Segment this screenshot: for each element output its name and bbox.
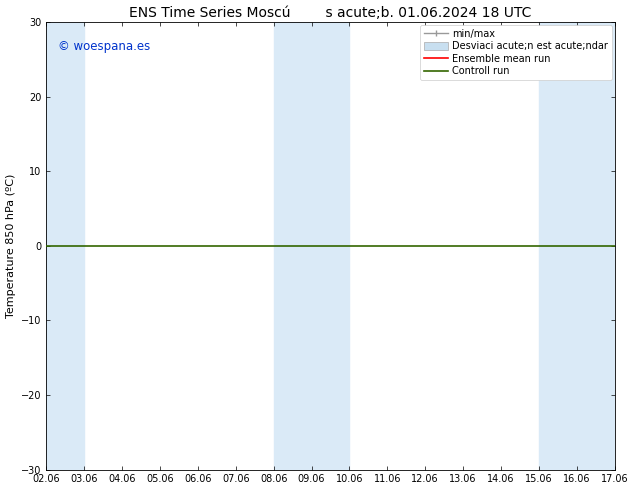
Bar [539, 22, 614, 469]
Bar [46, 22, 84, 469]
Y-axis label: Temperature 850 hPa (ºC): Temperature 850 hPa (ºC) [6, 173, 16, 318]
Bar [274, 22, 349, 469]
Title: ENS Time Series Moscú        s acute;b. 01.06.2024 18 UTC: ENS Time Series Moscú s acute;b. 01.06.2… [129, 5, 532, 20]
Legend: min/max, Desviaci acute;n est acute;ndar, Ensemble mean run, Controll run: min/max, Desviaci acute;n est acute;ndar… [420, 25, 612, 80]
Text: © woespana.es: © woespana.es [58, 40, 150, 53]
